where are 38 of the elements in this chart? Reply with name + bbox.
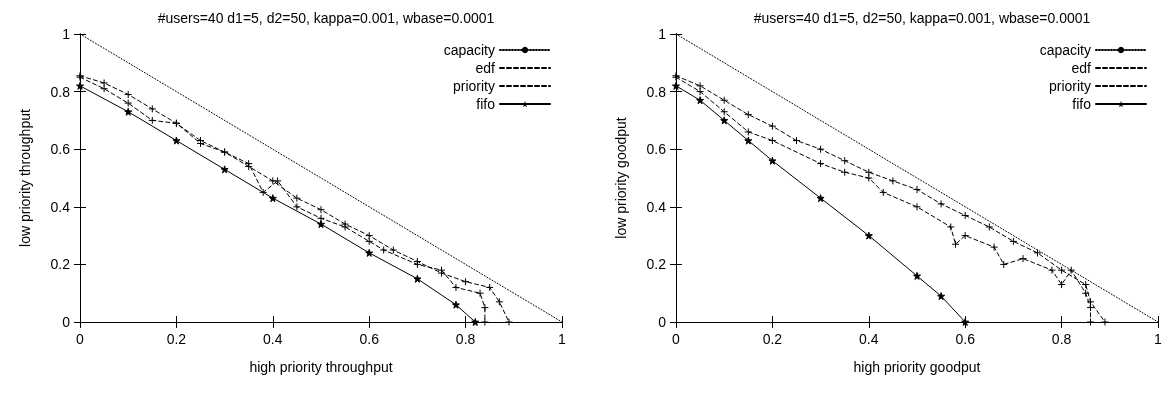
y-axis-title: low priority goodput bbox=[613, 117, 629, 239]
x-tick-label: 0.2 bbox=[762, 331, 783, 347]
y-tick-label: 0.2 bbox=[50, 256, 71, 273]
y-tick-label: 0.4 bbox=[50, 198, 71, 215]
y-axis-title: low priority throughput bbox=[17, 109, 33, 247]
y-tick-label: 0.4 bbox=[646, 198, 667, 215]
legend-label: fifo bbox=[1072, 96, 1092, 112]
legend-label: fifo bbox=[476, 96, 496, 112]
y-tick-label: 0.8 bbox=[50, 83, 71, 100]
x-tick-label: 0.6 bbox=[359, 331, 380, 347]
x-tick-label: 0.4 bbox=[859, 331, 879, 347]
legend-label: edf bbox=[475, 60, 496, 76]
x-tick-label: 0 bbox=[76, 331, 85, 347]
legend-label: edf bbox=[1071, 60, 1092, 76]
x-axis-title: high priority throughput bbox=[249, 359, 393, 375]
x-tick-label: 0.4 bbox=[263, 331, 283, 347]
chart-title: #users=40 d1=5, d2=50, kappa=0.001, wbase=0.0001 bbox=[157, 10, 495, 26]
x-axis-title: high priority goodput bbox=[853, 359, 981, 375]
x-tick-label: 0.8 bbox=[455, 331, 476, 347]
chart-title: #users=40 d1=5, d2=50, kappa=0.001, wbase=0.0001 bbox=[753, 10, 1091, 26]
legend-label: priority bbox=[1048, 78, 1091, 94]
x-tick-label: 1 bbox=[558, 331, 567, 347]
x-tick-label: 1 bbox=[1154, 331, 1163, 347]
legend-label: priority bbox=[452, 78, 495, 94]
x-tick-label: 0.6 bbox=[955, 331, 976, 347]
y-tick-label: 0 bbox=[658, 314, 667, 330]
y-tick-label: 0.2 bbox=[646, 256, 667, 273]
y-tick-label: 0 bbox=[62, 314, 71, 330]
y-tick-label: 1 bbox=[658, 26, 667, 42]
legend-label: capacity bbox=[443, 42, 495, 58]
x-tick-label: 0 bbox=[672, 331, 681, 347]
y-tick-label: 1 bbox=[62, 26, 71, 42]
y-tick-label: 0.6 bbox=[50, 141, 71, 158]
x-tick-label: 0.2 bbox=[166, 331, 187, 347]
y-tick-label: 0.8 bbox=[646, 83, 667, 100]
x-tick-label: 0.8 bbox=[1051, 331, 1072, 347]
y-tick-label: 0.6 bbox=[646, 141, 667, 158]
legend-label: capacity bbox=[1039, 42, 1091, 58]
